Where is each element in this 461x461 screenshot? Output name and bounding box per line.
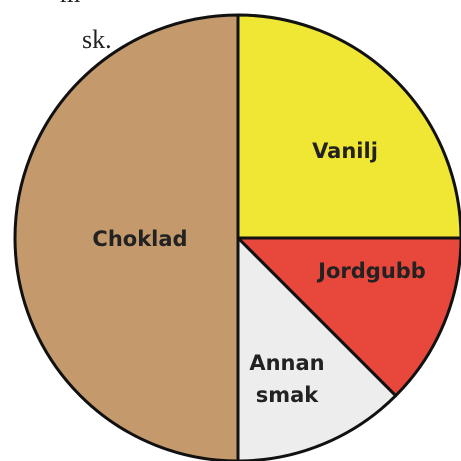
text-fragment: m [60, 0, 80, 8]
pie-slice [13, 13, 240, 461]
text-fragment: sk. [82, 25, 112, 54]
slice-label: Vanilj [312, 139, 378, 163]
slice-label: Annan smak [249, 351, 324, 407]
slice-label: Jordgubb [316, 259, 426, 283]
slice-label: Choklad [92, 227, 187, 251]
pie-slice [236, 13, 461, 240]
